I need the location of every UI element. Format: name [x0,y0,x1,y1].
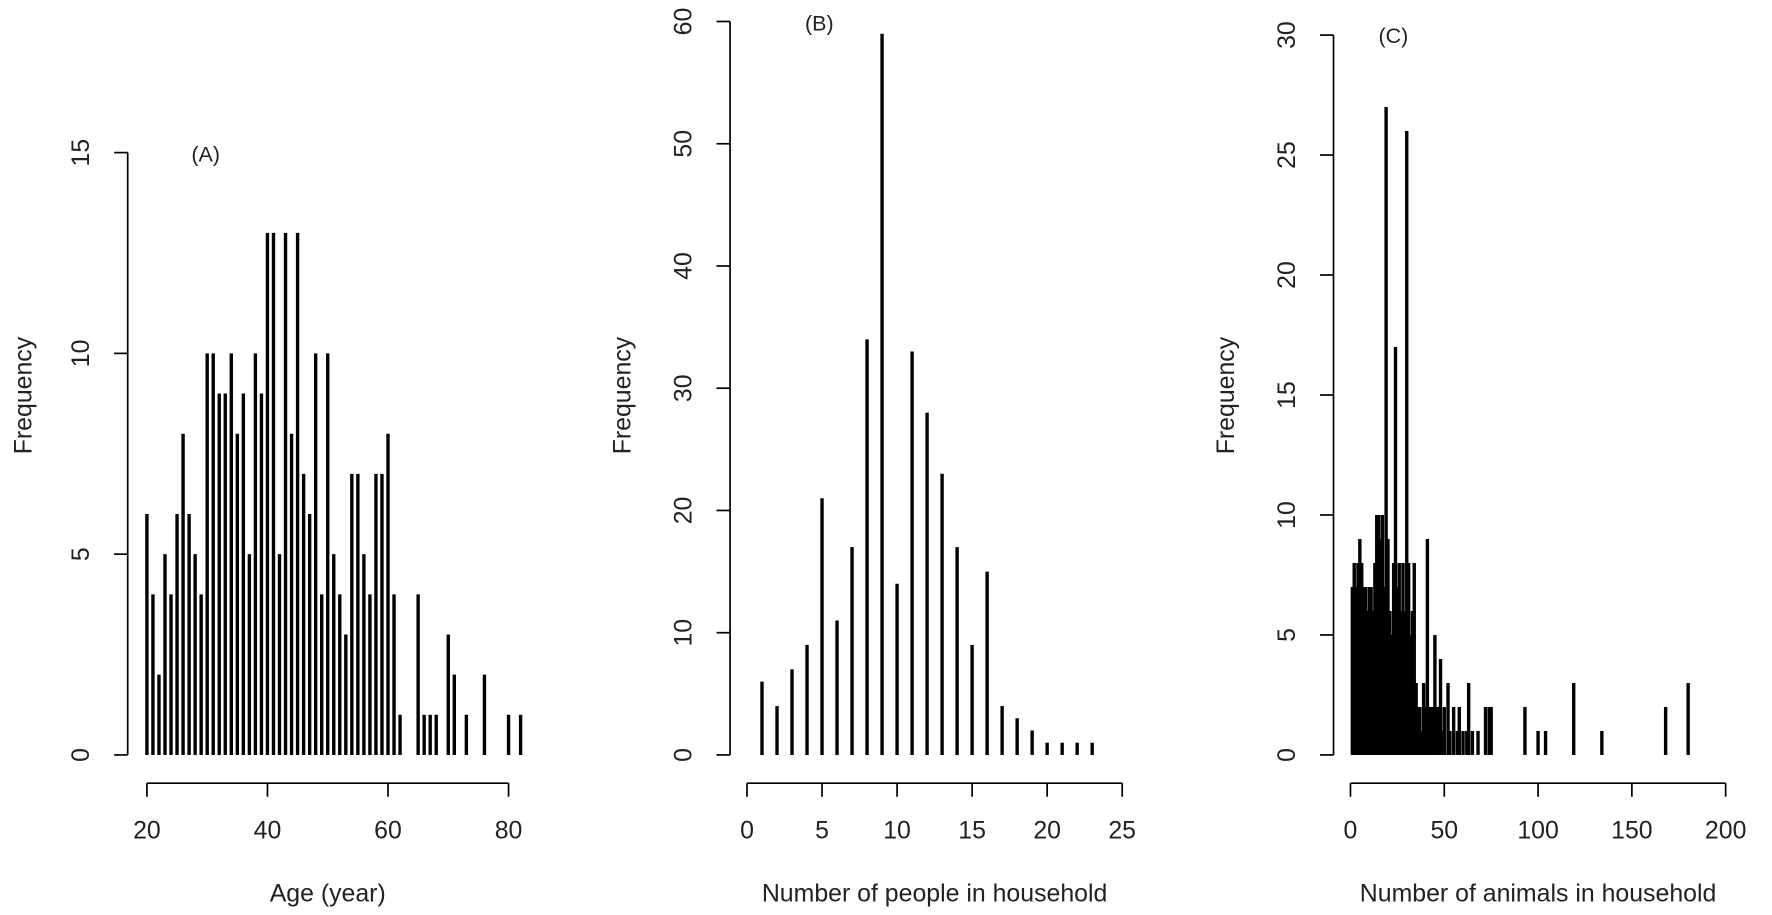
x-tick-label: 10 [883,816,911,844]
x-tick-label: 40 [254,816,282,844]
x-axis-label: Age (year) [270,880,386,908]
y-tick-label: 25 [1273,141,1301,169]
x-tick-label: 0 [1344,816,1358,844]
x-tick-label: 50 [1430,816,1458,844]
y-tick-label: 30 [1273,21,1301,49]
panel-label: (A) [191,143,220,167]
y-tick-label: 0 [669,748,697,762]
y-tick-label: 50 [669,130,697,158]
x-axis-label: Number of people in household [762,880,1108,908]
x-tick-label: 25 [1108,816,1136,844]
y-axis-label: Frequency [1212,336,1240,454]
x-axis-label: Number of animals in household [1360,880,1717,908]
y-tick-label: 5 [67,547,95,561]
y-axis-label: Frequency [608,336,636,454]
y-tick-label: 30 [669,374,697,402]
x-tick-label: 15 [958,816,986,844]
x-tick-label: 60 [374,816,402,844]
y-tick-label: 15 [1273,381,1301,409]
x-tick-label: 100 [1517,816,1558,844]
x-tick-label: 150 [1611,816,1652,844]
y-tick-label: 20 [1273,261,1301,289]
y-tick-label: 10 [1273,501,1301,529]
panel-label: (C) [1379,24,1409,48]
y-tick-label: 15 [67,139,95,167]
y-tick-label: 20 [669,497,697,525]
y-tick-label: 0 [1273,748,1301,762]
y-tick-label: 5 [1273,628,1301,642]
y-tick-label: 40 [669,252,697,280]
panel-label: (B) [805,12,834,36]
x-tick-label: 0 [740,816,754,844]
x-tick-label: 200 [1705,816,1746,844]
y-tick-label: 0 [67,748,95,762]
y-tick-label: 10 [67,340,95,368]
y-tick-label: 60 [669,8,697,36]
y-axis-label: Frequency [9,336,37,454]
x-tick-label: 80 [495,816,523,844]
x-tick-label: 20 [133,816,161,844]
x-tick-label: 5 [815,816,829,844]
y-tick-label: 10 [669,619,697,647]
x-tick-label: 20 [1033,816,1061,844]
